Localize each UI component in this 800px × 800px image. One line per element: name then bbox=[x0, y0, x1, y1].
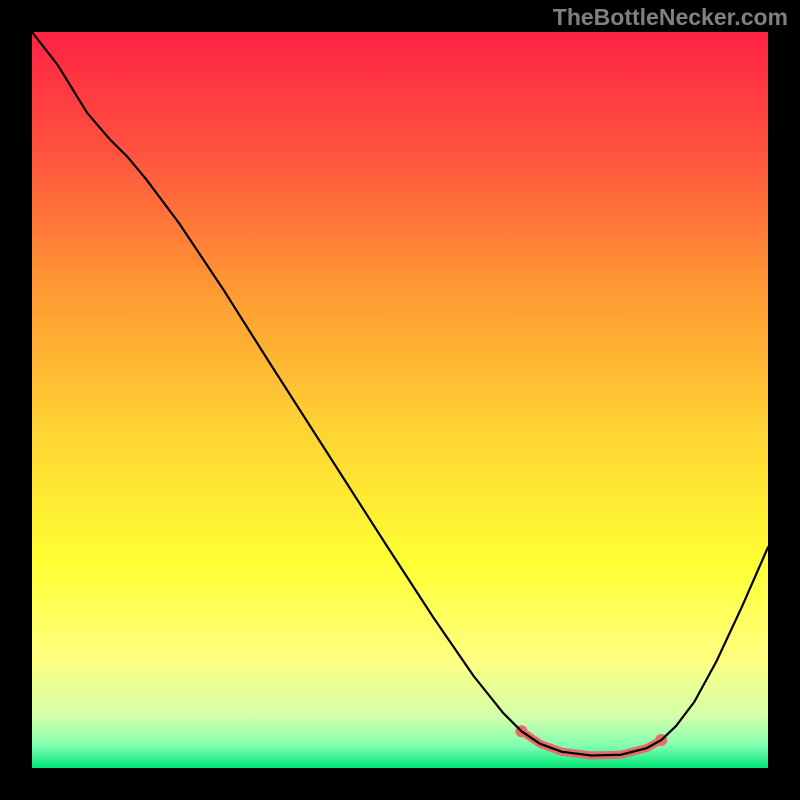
main-curve bbox=[32, 32, 768, 755]
watermark-text: TheBottleNecker.com bbox=[553, 4, 788, 31]
curve-layer bbox=[32, 32, 768, 768]
plot-area bbox=[32, 32, 768, 768]
highlight-segment bbox=[521, 731, 661, 755]
